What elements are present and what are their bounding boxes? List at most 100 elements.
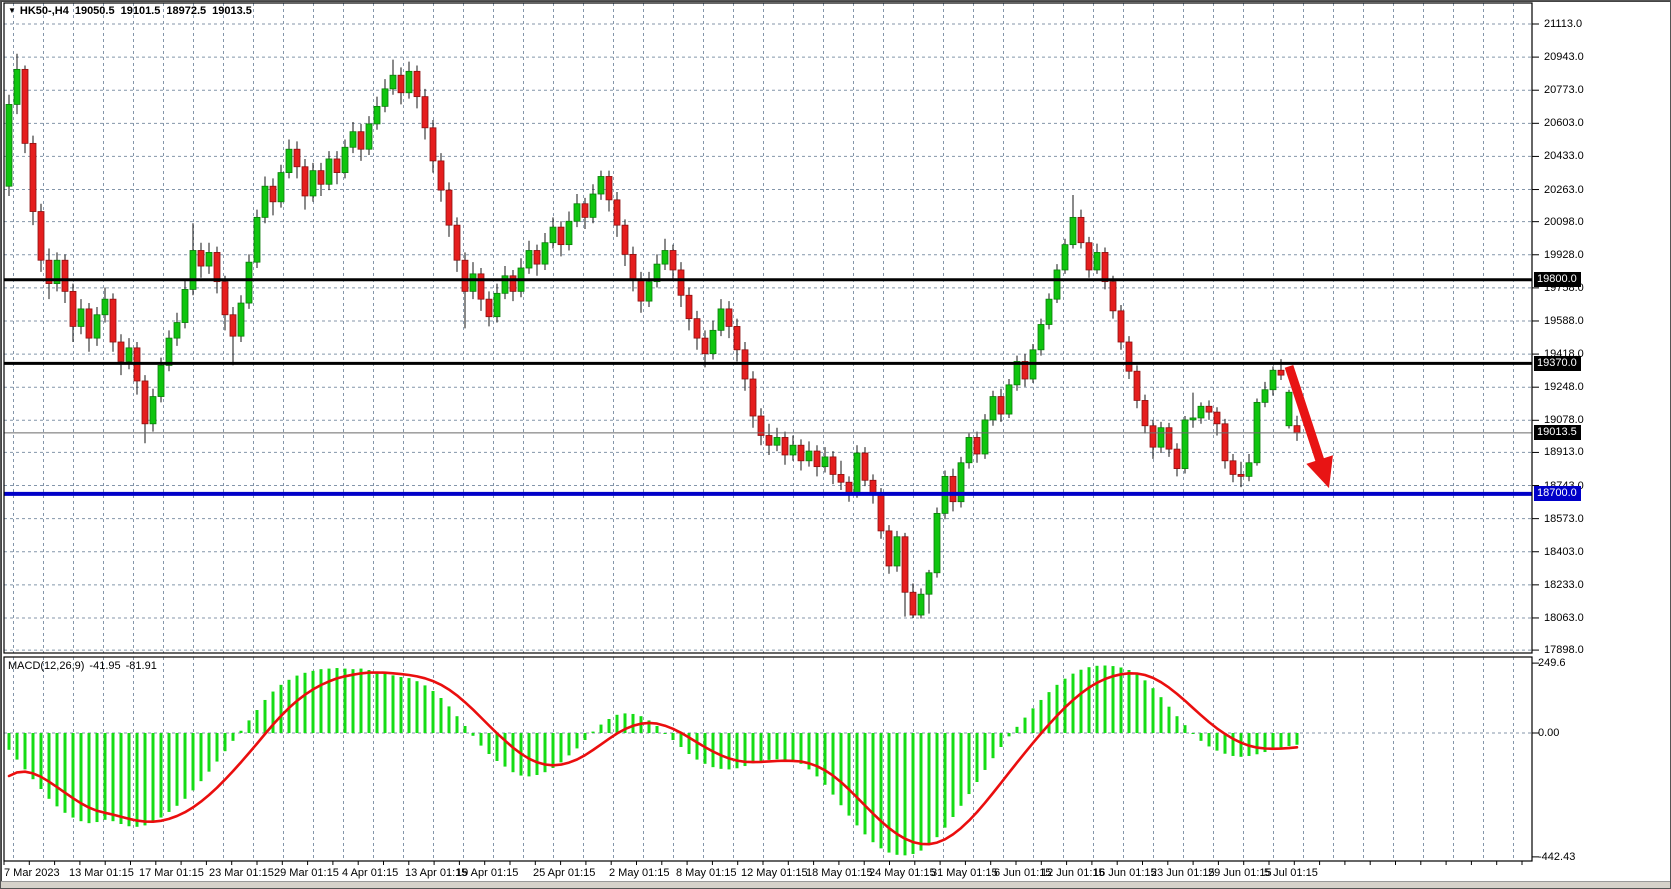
- macd-histogram-bar: [327, 668, 331, 733]
- macd-histogram-bar: [1239, 733, 1243, 757]
- trend-arrow-head[interactable]: [1306, 455, 1333, 489]
- macd-histogram-bar: [47, 733, 51, 799]
- price-tick-label: 19588.0: [1544, 314, 1584, 327]
- candle-body: [125, 347, 133, 362]
- macd-histogram-bar: [375, 671, 379, 733]
- candle-body: [997, 396, 1005, 415]
- macd-histogram-bar: [1087, 667, 1091, 733]
- candle-body: [437, 160, 445, 191]
- symbol-dropdown-icon[interactable]: ▼: [8, 6, 16, 15]
- time-axis-label: 25 Apr 01:15: [533, 867, 596, 879]
- macd-histogram-bar: [55, 733, 59, 807]
- candle-body: [301, 166, 309, 197]
- macd-histogram-bar: [807, 733, 811, 770]
- candle-body: [381, 88, 389, 107]
- macd-histogram-bar: [1263, 733, 1267, 753]
- candle-body: [317, 170, 325, 185]
- macd-histogram-bar: [7, 733, 11, 750]
- price-tick-label: 19248.0: [1544, 381, 1584, 394]
- macd-histogram-bar: [695, 733, 699, 760]
- time-axis-label: 29 Mar 01:15: [274, 867, 339, 879]
- macd-histogram-bar: [351, 669, 355, 733]
- candle-body: [805, 450, 813, 462]
- trend-arrow-shaft[interactable]: [1284, 364, 1326, 467]
- macd-histogram-bar: [343, 668, 347, 733]
- candle-body: [1197, 405, 1205, 419]
- candle-body: [285, 148, 293, 173]
- macd-histogram-bar: [1095, 665, 1099, 733]
- candle-body: [1293, 425, 1301, 434]
- macd-histogram-bar: [911, 733, 915, 854]
- candle-body: [261, 185, 269, 218]
- bar-open-value: 19050.5: [74, 5, 115, 17]
- candle-body: [573, 203, 581, 222]
- candle-body: [37, 211, 45, 261]
- candle-body: [141, 380, 149, 425]
- macd-histogram-bar: [1127, 670, 1131, 733]
- price-tick-label: 19078.0: [1544, 414, 1584, 427]
- macd-histogram-bar: [879, 733, 883, 849]
- macd-histogram-bar: [1015, 726, 1019, 733]
- macd-histogram-bar: [559, 733, 563, 763]
- candle-body: [725, 308, 733, 327]
- time-axis-label: 23 Mar 01:15: [209, 867, 274, 879]
- macd-histogram-bar: [967, 733, 971, 795]
- time-axis-label: 8 May 01:15: [676, 867, 737, 879]
- time-axis-label: 6 Jun 01:15: [994, 867, 1052, 879]
- macd-histogram-bar: [1103, 665, 1107, 733]
- macd-histogram-bar: [887, 733, 891, 853]
- macd-histogram-bar: [823, 733, 827, 785]
- candle-body: [21, 68, 29, 144]
- macd-histogram-bar: [719, 733, 723, 769]
- macd-histogram-bar: [511, 733, 515, 773]
- candle-body: [1149, 425, 1157, 448]
- candle-body: [341, 146, 349, 173]
- bar-low-value: 18972.5: [166, 5, 207, 17]
- macd-histogram-bar: [767, 733, 771, 760]
- candle-body: [101, 298, 109, 316]
- candle-body: [629, 253, 637, 281]
- candle-body: [29, 142, 37, 212]
- time-axis-label: 31 May 01:15: [931, 867, 998, 879]
- price-tick-label: 20433.0: [1544, 150, 1584, 163]
- price-tick-label: 20943.0: [1544, 51, 1584, 64]
- price-tick-label: 18403.0: [1544, 545, 1584, 558]
- candle-body: [365, 123, 373, 150]
- macd-histogram-bar: [1295, 733, 1299, 745]
- macd-histogram-bar: [183, 733, 187, 799]
- macd-histogram-bar: [127, 733, 131, 827]
- candle-body: [1133, 370, 1141, 401]
- price-tick-label: 21113.0: [1544, 18, 1583, 30]
- candle-body: [1261, 389, 1269, 403]
- macd-histogram-bar: [391, 675, 395, 733]
- macd-histogram-bar: [135, 733, 139, 827]
- macd-tick-label: 0.00: [1538, 727, 1560, 739]
- candle-body: [837, 474, 845, 483]
- candle-body: [1125, 341, 1133, 372]
- macd-histogram-bar: [1167, 706, 1171, 733]
- candle-body: [221, 281, 229, 316]
- candle-body: [349, 131, 357, 148]
- macd-histogram-bar: [759, 733, 763, 761]
- macd-histogram-bar: [1175, 716, 1179, 733]
- candle-body: [701, 337, 709, 355]
- macd-histogram-bar: [1287, 733, 1291, 747]
- macd-histogram-bar: [751, 733, 755, 764]
- macd-histogram-bar: [599, 724, 603, 733]
- candle-body: [493, 292, 501, 318]
- macd-histogram-bar: [543, 733, 547, 773]
- macd-histogram-bar: [319, 669, 323, 733]
- candle-body: [405, 70, 413, 94]
- candle-body: [797, 444, 805, 462]
- macd-histogram-bar: [927, 733, 931, 845]
- macd-histogram-bar: [583, 733, 587, 740]
- macd-histogram-bar: [471, 733, 475, 736]
- macd-histogram-bar: [919, 733, 923, 851]
- candle-body: [1237, 474, 1245, 477]
- macd-histogram-bar: [1271, 733, 1275, 750]
- candle-body: [205, 252, 213, 267]
- candle-body: [461, 259, 469, 292]
- candle-body: [389, 74, 397, 90]
- time-axis-label: 18 May 01:15: [806, 867, 873, 879]
